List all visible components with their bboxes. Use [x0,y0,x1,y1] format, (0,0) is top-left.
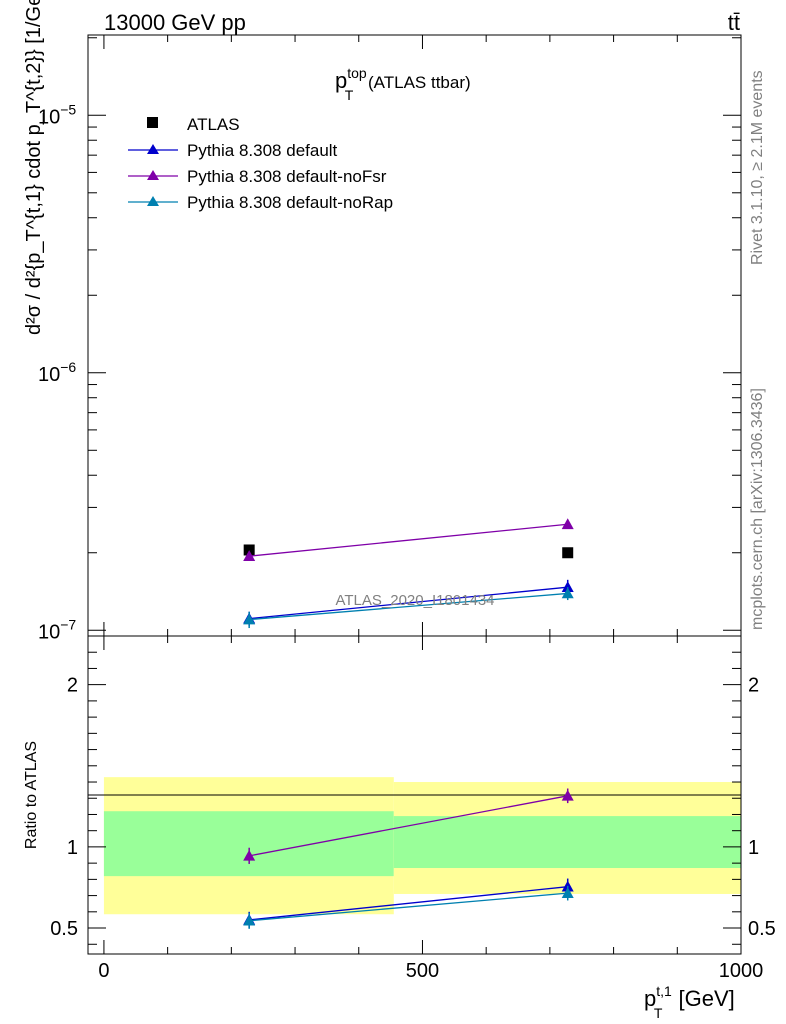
ratio-plot-marks [243,788,574,929]
xlabel: pt,1 T [GeV] [644,983,735,1021]
xtick-label: 1000 [719,960,764,982]
xtick-label: 0 [98,960,109,982]
main-ylabel: d²σ / d²{p_T^{t,1} cdot p_T^{t,2}} [1/Ge… [23,0,45,335]
ratio-ticks [88,636,742,954]
xtick-label: 500 [406,960,439,982]
noRap-ratio-line [249,892,568,922]
ratio-panel: 0.5 0.5 1 1 2 2 0 500 1000 Ratio to ATLAS pt,1 T … [23,635,776,1021]
ratio-ytick-label-left: 1 [67,837,78,859]
main-ytick-label: 10−7 [38,616,76,643]
noRap-ratio-marker [243,914,256,926]
noFsr-marker [561,518,574,530]
default-ratio-line [249,886,568,921]
ratio-tick-labels: 0.5 0.5 1 1 2 2 0 500 1000 [50,675,776,982]
legend-marker-nofsr [147,170,159,180]
legend-label-atlas: ATLAS [187,115,240,134]
ratio-ytick-label-left: 2 [67,675,78,697]
main-ytick-label: 10−6 [38,359,76,386]
ratio-ytick-label-right: 1 [748,837,759,859]
legend-label-norap: Pythia 8.308 default-noRap [187,193,393,212]
noFsr-ratio-marker [561,789,574,801]
analysis-watermark: ATLAS_2020_I1801434 [335,592,494,609]
atlas-data-point [243,544,255,556]
noFsr-marker [243,550,256,561]
legend-marker-atlas [147,117,158,128]
ratio-frame [87,635,742,955]
header-left: 13000 GeV pp [104,10,246,35]
ratio-ytick-label-right: 2 [748,675,759,697]
ratio-green-band [103,811,394,877]
legend: ATLAS Pythia 8.308 default Pythia 8.308 … [128,115,393,212]
legend-label-default: Pythia 8.308 default [187,141,338,160]
legend-label-nofsr: Pythia 8.308 default-noFsr [187,167,387,186]
noFsr-ratio-line [249,795,568,857]
main-plot-marks [243,518,574,629]
noRap-marker [561,587,574,599]
default-marker [561,581,574,592]
default-series-line [249,586,568,620]
legend-marker-norap [147,196,159,206]
noRap-series-line [249,592,568,621]
ratio-ytick-label-left: 0.5 [50,918,78,940]
noRap-ratio-marker [561,887,574,898]
main-frame [87,34,742,637]
header-right: tt̄ [728,10,740,35]
ratio-ytick-label-right: 0.5 [748,918,776,940]
main-ytick-label: 10−5 [38,101,76,128]
ratio-green-band [393,816,741,869]
noFsr-ratio-marker [243,849,256,861]
mcplots-label: mcplots.cern.ch [arXiv:1306.3436] [749,388,766,630]
main-panel: 10−7 10−6 10−5 ptop T (ATLAS ttbar) ATLAS P… [23,0,742,643]
main-ytick-labels: 10−7 10−6 10−5 [38,101,76,643]
ratio-uncertainty-bands [103,777,741,915]
noFsr-series-line [249,523,568,557]
rivet-version-label: Rivet 3.1.10, ≥ 2.1M events [749,70,766,265]
atlas-data-point [562,547,574,559]
legend-marker-default [147,144,159,154]
main-ticks [88,35,742,636]
ratio-ylabel: Ratio to ATLAS [23,741,40,849]
chart-title: ptop T (ATLAS ttbar) [335,65,471,103]
noRap-marker [243,613,256,625]
